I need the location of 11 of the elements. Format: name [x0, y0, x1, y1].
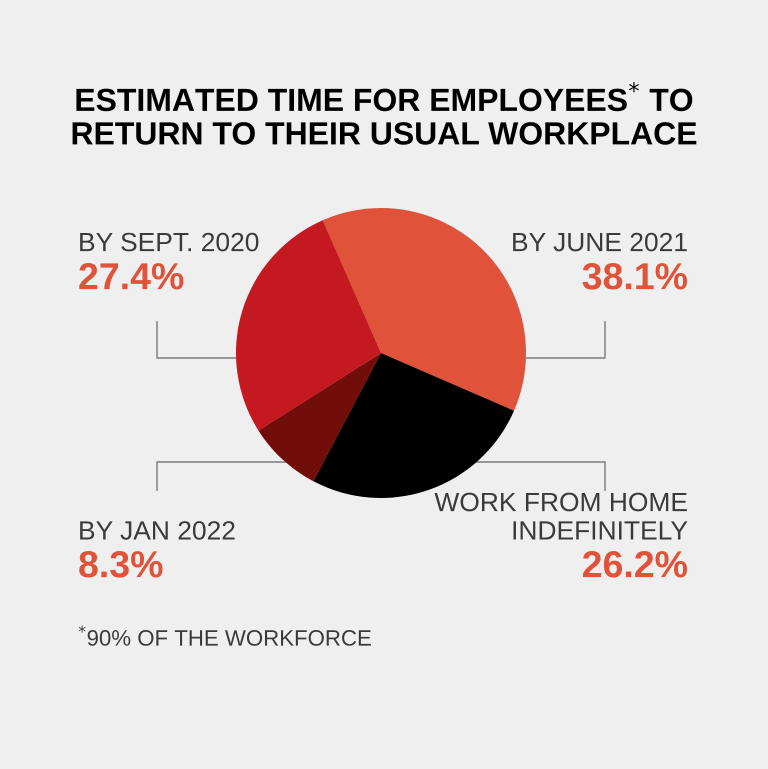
data-label: 27.4% [79, 262, 184, 290]
data-label: 8.3% [79, 550, 162, 578]
slice-label: BY JUNE 2021 [513, 232, 687, 252]
chart-title: ESTIMATED TIME FOR EMPLOYEES$^{*}$ TO RETURN TO THEIR USUAL WORKPLACE [72, 82, 696, 145]
text: $^{*}$90% OF THE WORKFORCE [78, 626, 371, 646]
pie-slice [258, 353, 381, 482]
slice-label: BY SEPT. 2020 [80, 232, 258, 252]
slice-label: BY JAN 2022 [80, 521, 235, 540]
data-label: 26.2% [582, 550, 688, 578]
data-label: 38.1% [582, 262, 688, 290]
slice-label: WORK FROM HOME INDEFINITELY [434, 492, 688, 540]
